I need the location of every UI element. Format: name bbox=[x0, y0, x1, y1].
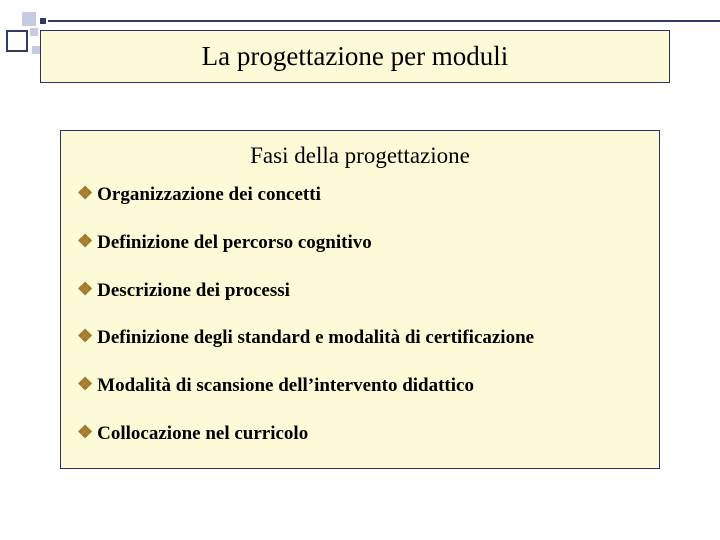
list-item: ❖ Definizione degli standard e modalità … bbox=[77, 326, 643, 350]
diamond-bullet-icon: ❖ bbox=[77, 374, 93, 396]
phase-list: ❖ Organizzazione dei concetti ❖ Definizi… bbox=[77, 183, 643, 446]
diamond-bullet-icon: ❖ bbox=[77, 183, 93, 205]
list-item-label: Descrizione dei processi bbox=[97, 279, 290, 303]
list-item: ❖ Descrizione dei processi bbox=[77, 279, 643, 303]
slide-title: La progettazione per moduli bbox=[40, 30, 670, 83]
deco-square-icon bbox=[22, 12, 36, 26]
list-item-label: Definizione degli standard e modalità di… bbox=[97, 326, 534, 350]
diamond-bullet-icon: ❖ bbox=[77, 279, 93, 301]
list-item-label: Definizione del percorso cognitivo bbox=[97, 231, 372, 255]
list-item: ❖ Modalità di scansione dell’intervento … bbox=[77, 374, 643, 398]
list-item-label: Modalità di scansione dell’intervento di… bbox=[97, 374, 474, 398]
list-item: ❖ Definizione del percorso cognitivo bbox=[77, 231, 643, 255]
deco-square-icon bbox=[6, 30, 28, 52]
list-item: ❖ Organizzazione dei concetti bbox=[77, 183, 643, 207]
content-box: Fasi della progettazione ❖ Organizzazion… bbox=[60, 130, 660, 469]
slide-subtitle: Fasi della progettazione bbox=[77, 143, 643, 169]
header-line bbox=[48, 20, 720, 22]
list-item-label: Collocazione nel curricolo bbox=[97, 422, 308, 446]
slide: La progettazione per moduli Fasi della p… bbox=[0, 0, 720, 540]
deco-square-icon bbox=[30, 28, 38, 36]
diamond-bullet-icon: ❖ bbox=[77, 326, 93, 348]
diamond-bullet-icon: ❖ bbox=[77, 231, 93, 253]
list-item: ❖ Collocazione nel curricolo bbox=[77, 422, 643, 446]
diamond-bullet-icon: ❖ bbox=[77, 422, 93, 444]
deco-square-icon bbox=[32, 46, 40, 54]
deco-square-icon bbox=[40, 18, 46, 24]
list-item-label: Organizzazione dei concetti bbox=[97, 183, 321, 207]
